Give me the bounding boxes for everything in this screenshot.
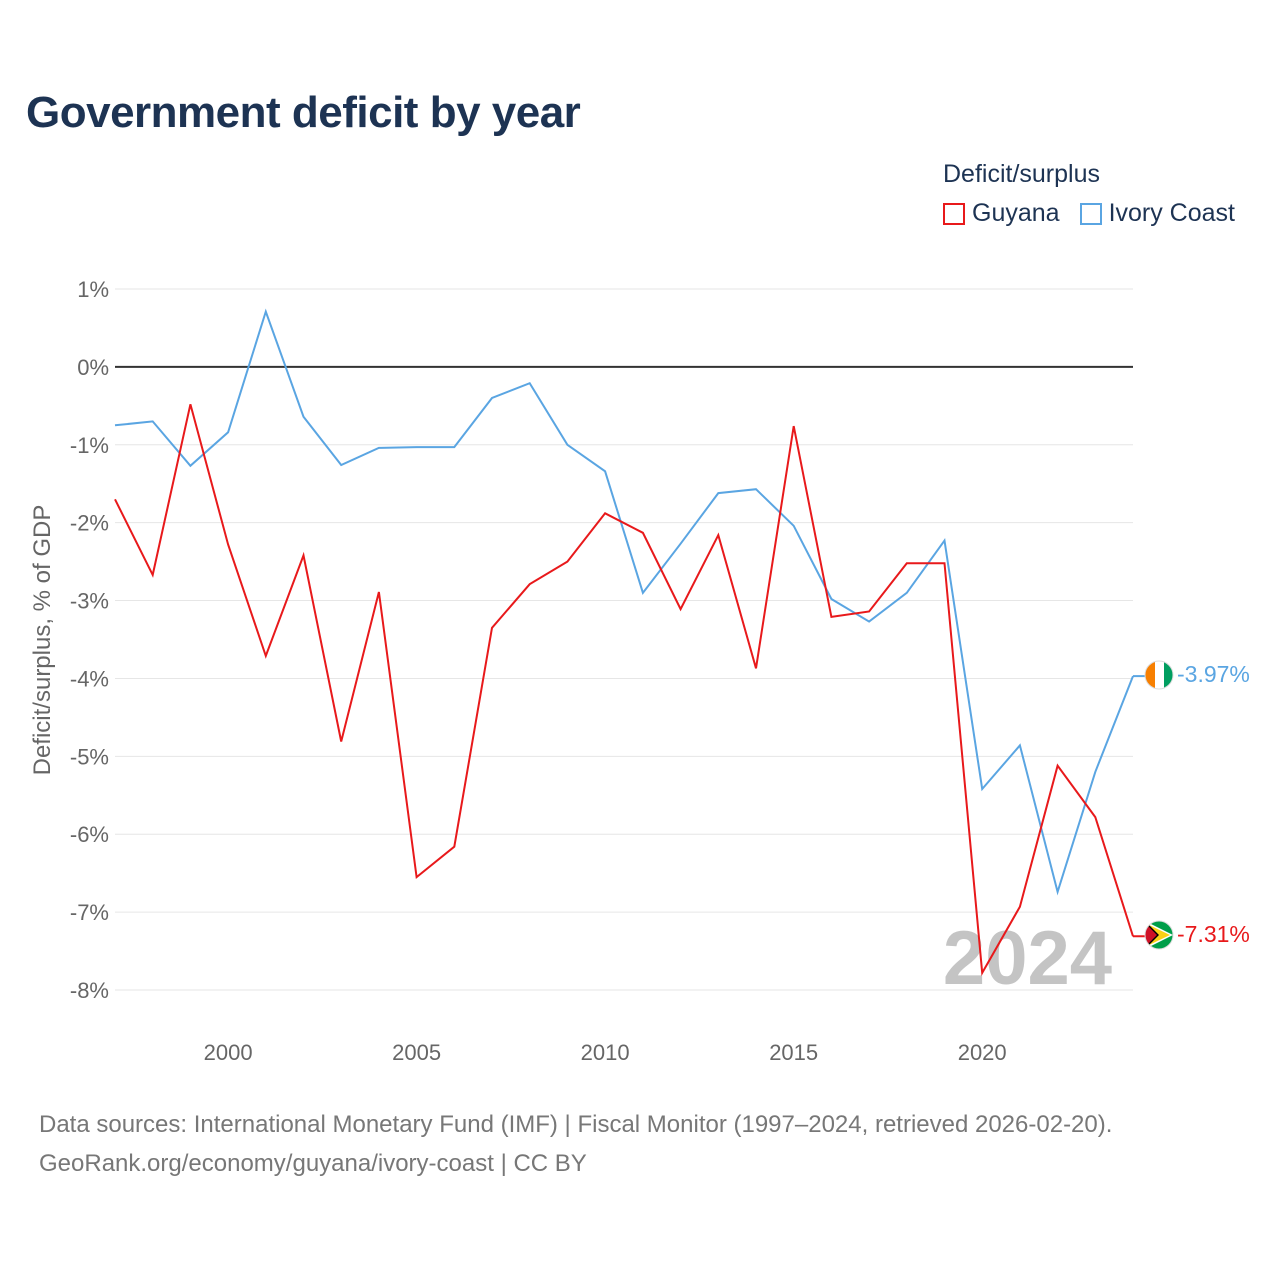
- series-line-guyana[interactable]: [114, 404, 1134, 977]
- x-tick-label: 2020: [958, 1040, 1007, 1065]
- y-tick-label: 1%: [77, 277, 109, 302]
- footer-link[interactable]: GeoRank.org/economy/guyana/ivory-coast |…: [39, 1150, 587, 1177]
- footer-sources: Data sources: International Monetary Fun…: [39, 1111, 1113, 1138]
- end-label-guyana: -7.31%: [1177, 921, 1250, 947]
- y-tick-label: -5%: [70, 744, 109, 769]
- series-line-ivory-coast[interactable]: [114, 308, 1134, 896]
- guyana-flag-icon: [1144, 920, 1174, 950]
- y-tick-label: -8%: [70, 978, 109, 1003]
- watermark-year: 2024: [943, 916, 1112, 1001]
- y-tick-label: -2%: [70, 511, 109, 536]
- ivory-coast-flag-icon: [1144, 660, 1174, 690]
- legend-items: Guyana Ivory Coast: [943, 199, 1235, 228]
- y-axis-title: Deficit/surplus, % of GDP: [29, 505, 56, 776]
- legend-swatch-ivory-coast: [1079, 202, 1102, 225]
- y-tick-label: 0%: [77, 355, 109, 380]
- legend-label-guyana: Guyana: [972, 199, 1060, 227]
- x-tick-label: 2005: [392, 1040, 441, 1065]
- y-tick-label: -4%: [70, 666, 109, 691]
- legend-item-guyana[interactable]: Guyana: [943, 199, 1060, 228]
- chart-title: Government deficit by year: [26, 88, 581, 137]
- legend-label-ivory-coast: Ivory Coast: [1108, 199, 1235, 227]
- legend-swatch-guyana: [943, 202, 965, 225]
- y-tick-label: -3%: [70, 589, 109, 614]
- y-tick-label: -1%: [70, 433, 109, 458]
- x-tick-label: 2010: [581, 1040, 630, 1065]
- x-tick-label: 2000: [204, 1040, 253, 1065]
- y-tick-label: -7%: [70, 900, 109, 925]
- legend: Deficit/surplus Guyana Ivory Coast: [943, 160, 1235, 228]
- legend-item-ivory-coast[interactable]: Ivory Coast: [1079, 199, 1235, 228]
- legend-title: Deficit/surplus: [943, 160, 1100, 188]
- end-label-ivory-coast: -3.97%: [1177, 661, 1250, 687]
- y-tick-label: -6%: [70, 822, 109, 847]
- footer: Data sources: International Monetary Fun…: [39, 1105, 1112, 1183]
- x-tick-label: 2015: [769, 1040, 818, 1065]
